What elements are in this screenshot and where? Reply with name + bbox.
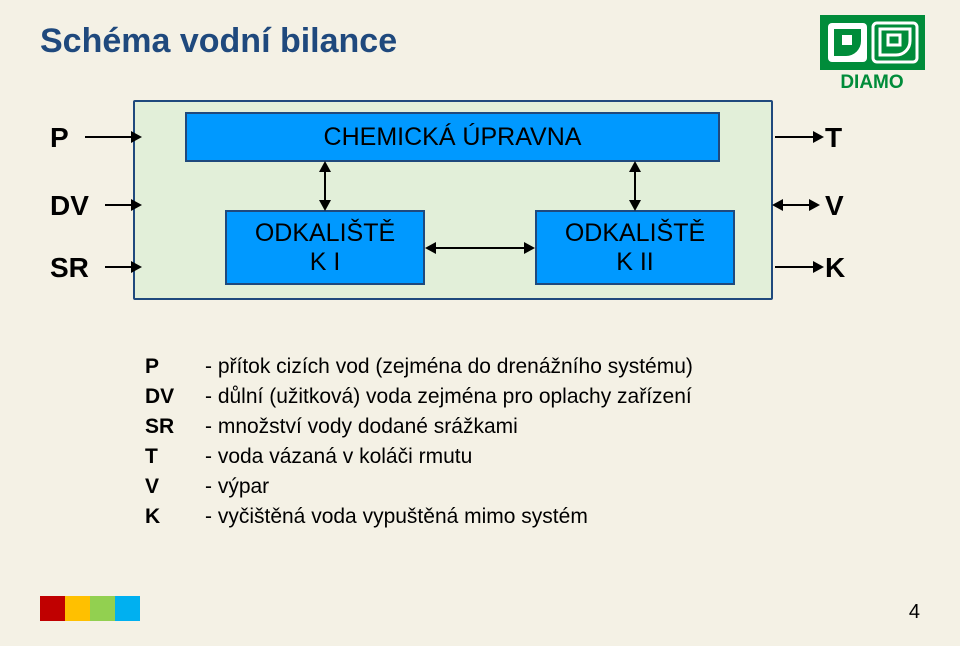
arrow-v-left-head <box>772 199 783 211</box>
diamo-logo: DIAMO <box>820 15 925 100</box>
box-odkaliste-1: ODKALIŠTĚK I <box>225 210 425 285</box>
corner-accent-squares <box>40 596 140 621</box>
accent-square <box>115 596 140 621</box>
legend-value: - voda vázaná v koláči rmutu <box>205 445 472 469</box>
label-t: T <box>825 122 842 154</box>
arrow-chem-odk2 <box>634 172 636 200</box>
legend-row: DV- důlní (užitková) voda zejména pro op… <box>145 385 693 409</box>
legend-key: K <box>145 505 205 529</box>
box-chemicka-upravna: CHEMICKÁ ÚPRAVNA <box>185 112 720 162</box>
arrow-odk1-odk2 <box>436 247 524 249</box>
box-odkaliste-1-label: ODKALIŠTĚK I <box>255 219 395 277</box>
arrow-dv-in-head <box>131 199 142 211</box>
arrow-t-out-head <box>813 131 824 143</box>
arrow-k-out <box>775 266 813 268</box>
page-number: 4 <box>909 601 920 624</box>
legend-value: - přítok cizích vod (zejména do drenážní… <box>205 355 693 379</box>
legend-row: K- vyčištěná voda vypuštěná mimo systém <box>145 505 693 529</box>
label-dv: DV <box>50 190 89 222</box>
arrow-chem-odk2-down <box>629 200 641 211</box>
arrow-chem-odk2-up <box>629 161 641 172</box>
arrow-odk1-odk2-right <box>524 242 535 254</box>
accent-square <box>65 596 90 621</box>
arrow-chem-odk1-down <box>319 200 331 211</box>
legend-row: V- výpar <box>145 475 693 499</box>
box-chemicka-upravna-label: CHEMICKÁ ÚPRAVNA <box>324 123 582 152</box>
label-sr: SR <box>50 252 89 284</box>
arrow-dv-in <box>105 204 131 206</box>
legend-row: T- voda vázaná v koláči rmutu <box>145 445 693 469</box>
svg-text:DIAMO: DIAMO <box>840 72 903 93</box>
arrow-chem-odk1 <box>324 172 326 200</box>
legend-key: P <box>145 355 205 379</box>
legend-value: - důlní (užitková) voda zejména pro opla… <box>205 385 692 409</box>
slide: Schéma vodní bilance DIAMO P DV SR T V K… <box>0 0 960 646</box>
arrow-v-right-head <box>809 199 820 211</box>
page-title: Schéma vodní bilance <box>40 22 397 61</box>
label-k: K <box>825 252 845 284</box>
arrow-chem-odk1-up <box>319 161 331 172</box>
legend-row: SR- množství vody dodané srážkami <box>145 415 693 439</box>
arrow-sr-in <box>105 266 131 268</box>
legend-value: - výpar <box>205 475 269 499</box>
legend-key: V <box>145 475 205 499</box>
label-v: V <box>825 190 844 222</box>
accent-square <box>40 596 65 621</box>
box-odkaliste-2-label: ODKALIŠTĚK II <box>565 219 705 277</box>
accent-square <box>90 596 115 621</box>
arrow-odk1-odk2-left <box>425 242 436 254</box>
legend-key: SR <box>145 415 205 439</box>
legend-key: T <box>145 445 205 469</box>
label-p: P <box>50 122 69 154</box>
legend-value: - množství vody dodané srážkami <box>205 415 518 439</box>
box-odkaliste-2: ODKALIŠTĚK II <box>535 210 735 285</box>
legend-key: DV <box>145 385 205 409</box>
arrow-sr-in-head <box>131 261 142 273</box>
legend-row: P- přítok cizích vod (zejména do drenážn… <box>145 355 693 379</box>
arrow-k-out-head <box>813 261 824 273</box>
legend-value: - vyčištěná voda vypuštěná mimo systém <box>205 505 588 529</box>
arrow-p-in <box>85 136 131 138</box>
arrow-v-bidir <box>783 204 809 206</box>
arrow-t-out <box>775 136 813 138</box>
legend: P- přítok cizích vod (zejména do drenážn… <box>145 355 693 535</box>
arrow-p-in-head <box>131 131 142 143</box>
